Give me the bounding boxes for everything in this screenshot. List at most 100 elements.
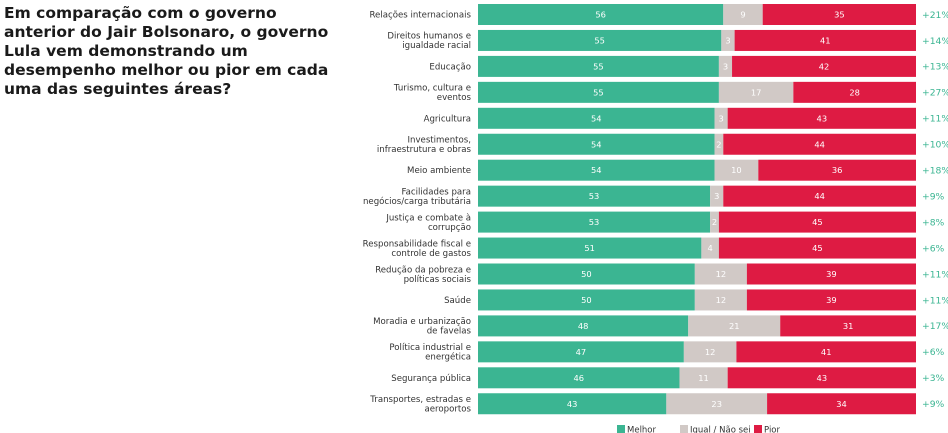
difference-label: +17%	[922, 321, 948, 332]
bar-segment-melhor	[478, 81, 719, 103]
bar-segment-igual	[718, 81, 794, 103]
value-label: 42	[819, 61, 830, 71]
bar-segment-melhor	[478, 29, 722, 51]
legend-label: Melhor	[627, 426, 657, 433]
bar-segment-pior	[762, 4, 916, 25]
category-label-line: energética	[425, 352, 471, 363]
bar-segment-melhor	[478, 237, 702, 259]
category-label-line: Facilidades para	[401, 187, 471, 197]
bar-segment-pior	[746, 263, 916, 285]
bar-segment-melhor	[478, 133, 715, 155]
bar-segment-pior	[734, 29, 916, 51]
category-label-line: Investimentos,	[407, 136, 471, 146]
value-label: 56	[595, 10, 606, 20]
value-label: 10	[731, 165, 742, 175]
category-label-line: políticas sociais	[404, 275, 472, 285]
category-label: Meio ambiente	[407, 166, 471, 176]
value-label: 55	[593, 87, 604, 97]
bar-segment-pior	[718, 211, 916, 233]
bar-segment-igual	[701, 237, 719, 259]
bar-segment-igual	[666, 393, 768, 415]
category-label-line: Moradia e urbanização	[373, 317, 471, 327]
value-label: 12	[705, 347, 716, 357]
bar-segment-melhor	[478, 107, 715, 129]
value-label: 54	[591, 139, 602, 149]
value-label: 43	[817, 373, 828, 383]
category-label: Direitos humanos e igualdade racial	[387, 32, 471, 52]
difference-label: +6%	[922, 347, 945, 358]
category-label: Redução da pobreza e políticas sociais	[375, 265, 471, 285]
value-label: 50	[581, 269, 592, 279]
bar-segment-melhor	[478, 159, 715, 181]
value-label: 53	[589, 217, 600, 227]
category-label-line: de favelas	[427, 327, 472, 337]
value-label: 3	[714, 191, 719, 201]
category-label: Agricultura	[424, 114, 471, 124]
value-label: 3	[723, 61, 728, 71]
bar-segment-melhor	[478, 393, 667, 415]
category-label-line: Redução da pobreza e	[375, 265, 471, 275]
value-label: 54	[591, 165, 602, 175]
value-label: 41	[821, 347, 832, 357]
bar-segment-melhor	[478, 341, 684, 363]
category-label-line: infraestrutura e obras	[377, 145, 472, 155]
category-label: Educação	[429, 62, 471, 72]
value-label: 55	[593, 61, 604, 71]
difference-label: +9%	[922, 399, 945, 410]
bar-segment-igual	[714, 159, 759, 181]
value-label: 55	[594, 35, 605, 45]
difference-label: +10%	[922, 140, 948, 151]
category-label-line: negócios/carga tributária	[363, 196, 471, 207]
bar-segment-pior	[718, 237, 916, 259]
difference-label: +11%	[922, 269, 948, 280]
category-label-line: Segurança pública	[391, 374, 471, 384]
category-label: Política industrial e energética	[389, 343, 471, 363]
value-label: 12	[716, 295, 727, 305]
legend-swatch-igual	[680, 425, 688, 433]
difference-label: +21%	[922, 10, 948, 21]
value-label: 39	[826, 269, 837, 279]
category-label: Relações internacionais	[369, 11, 471, 21]
bar-segment-igual	[679, 367, 728, 389]
category-label-line: Agricultura	[424, 114, 471, 124]
category-label-line: eventos	[437, 93, 472, 103]
bar-segment-pior	[780, 315, 916, 337]
value-label: 23	[711, 399, 722, 409]
bar-segment-igual	[710, 211, 719, 233]
legend-swatch-pior	[754, 425, 762, 433]
category-label: Turismo, cultura e eventos	[393, 84, 472, 104]
difference-label: +6%	[922, 243, 945, 254]
value-label: 34	[836, 399, 847, 409]
category-label-line: Responsabilidade fiscal e	[363, 239, 471, 249]
category-label-line: Justiça e combate à	[385, 213, 471, 223]
difference-label: +18%	[922, 166, 948, 177]
value-label: 9	[740, 10, 745, 20]
value-label: 45	[812, 217, 823, 227]
bar-segment-igual	[714, 133, 724, 155]
category-label: Justiça e combate à corrupção	[385, 213, 471, 233]
difference-label: +27%	[922, 88, 948, 99]
question-title: Em comparação com o governo anterior do …	[4, 4, 329, 98]
category-label-line: controle de gastos	[391, 249, 471, 259]
value-label: 2	[716, 139, 721, 149]
category-label-line: Política industrial e	[389, 343, 471, 353]
value-label: 50	[581, 295, 592, 305]
difference-label: +11%	[922, 295, 948, 306]
bar-segment-pior	[723, 133, 916, 155]
value-label: 44	[814, 191, 825, 201]
difference-label: +8%	[922, 217, 945, 228]
bar-segment-melhor	[478, 263, 695, 285]
bar-segment-melhor	[478, 4, 724, 25]
bar-segment-igual	[694, 263, 747, 285]
bar-segment-pior	[767, 393, 916, 415]
category-label: Facilidades para negócios/carga tributári…	[363, 187, 471, 207]
bar-segment-pior	[732, 55, 916, 77]
bar-segment-pior	[736, 341, 916, 363]
bar-segment-melhor	[478, 367, 680, 389]
category-label-line: igualdade racial	[402, 41, 471, 51]
value-label: 36	[832, 165, 843, 175]
bar-segment-igual	[714, 107, 728, 129]
difference-label: +11%	[922, 114, 948, 125]
category-label: Moradia e urbanização de favelas	[373, 317, 471, 337]
